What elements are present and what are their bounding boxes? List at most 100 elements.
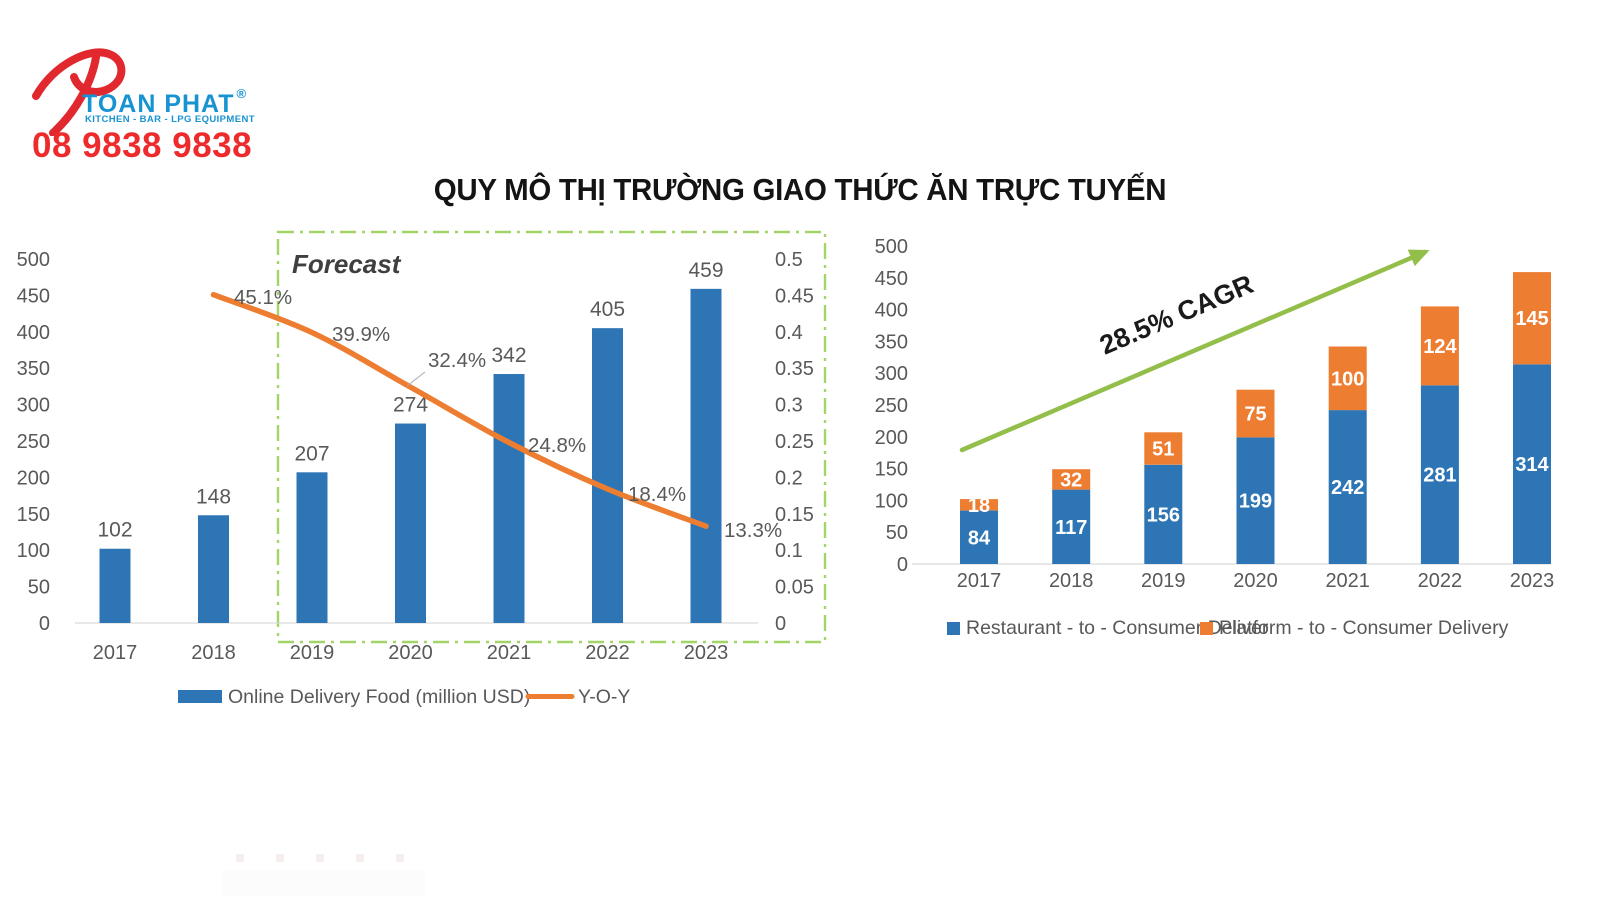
bar-platform-2019 [1144,432,1183,465]
forecast-label: Forecast [292,249,402,279]
x-axis-tick: 2021 [1325,570,1370,592]
yoy-point-label: 32.4% [428,349,486,372]
bar-2018 [198,515,229,623]
x-axis-tick: 2019 [1141,570,1186,592]
right-axis-tick: 0.35 [775,358,814,380]
legend-label-restaurant: Restaurant - to - Consumer Deliver [966,617,1269,639]
restaurant-value-label: 156 [1147,504,1180,526]
bar-value-label: 274 [393,394,428,417]
legend-swatch-platform [1200,622,1213,635]
platform-value-label: 100 [1331,368,1364,390]
bar-platform-2018 [1052,469,1091,490]
left-axis-tick: 0 [39,613,50,635]
bar-value-label: 405 [590,298,625,321]
bar-platform-2017 [960,499,998,511]
y-axis-tick: 250 [875,395,908,417]
x-axis-tick: 2023 [684,642,729,664]
bar-value-label: 148 [196,485,231,508]
brand-name: TOAN PHAT [82,90,235,118]
watermark-dots [236,854,404,862]
right-axis-tick: 0 [775,613,786,635]
y-axis-tick: 100 [875,490,908,512]
y-axis-tick: 50 [886,522,908,544]
bar-value-label: 459 [688,259,723,282]
page-title: QUY MÔ THỊ TRƯỜNG GIAO THỨC ĂN TRỰC TUYẾ… [433,172,1167,207]
platform-value-label: 145 [1515,308,1548,330]
platform-value-label: 124 [1423,336,1457,358]
yoy-point-label: 39.9% [332,323,390,346]
right-axis-tick: 0.5 [775,249,803,271]
cagr-arrow [959,249,1430,453]
yoy-point-label: 45.1% [234,286,292,309]
x-axis-tick: 2022 [585,642,630,664]
bar-2022 [592,328,623,623]
chart-online-delivery-food: Forecast 0 50 100 150 200 250 300 350 400 450 500 0 0… [17,230,827,708]
x-axis-tick: 2021 [487,642,532,664]
watermark-bar [222,870,425,896]
bar-platform-2021 [1328,346,1367,411]
bar-platform-2020 [1236,389,1275,438]
x-axis-tick: 2017 [93,642,138,664]
left-axis-tick: 100 [17,540,50,562]
bar-platform-2022 [1420,306,1459,386]
right-axis-tick: 0.25 [775,431,814,453]
restaurant-value-label: 199 [1239,491,1272,513]
bar-restaurant-2022 [1420,385,1459,564]
restaurant-value-label: 314 [1515,454,1549,476]
bar-2020 [395,423,426,623]
bar-restaurant-2020 [1236,437,1275,564]
bar-restaurant-2023 [1513,364,1551,564]
x-axis-tick: 2020 [388,642,433,664]
x-axis-tick: 2018 [1049,570,1094,592]
bar-2021 [493,374,525,623]
brand-tagline: KITCHEN - BAR - LPG EQUIPMENT [85,114,255,125]
cagr-label: 28.5% CAGR [1095,269,1257,361]
y-axis-tick: 0 [897,554,908,576]
bar-value-label: 342 [491,344,526,367]
y-axis-tick: 400 [875,300,908,322]
right-axis-tick: 0.45 [775,285,814,307]
toanphat-logo: TOAN PHAT ® KITCHEN - BAR - LPG EQUIPMENT… [30,42,280,172]
right-axis-tick: 0.15 [775,504,814,526]
bar-2019 [296,472,328,623]
phone-number: 08 9838 9838 [32,126,253,165]
restaurant-value-label: 242 [1331,477,1364,499]
yoy-point-label: 13.3% [724,519,782,542]
bar-value-label: 102 [97,519,132,542]
restaurant-value-label: 117 [1055,517,1087,539]
registered-mark-icon: ® [236,86,247,101]
yoy-point-label: 18.4% [628,483,686,506]
bar-platform-2023 [1513,272,1551,365]
chart-delivery-model-split: 0 50 100 150 200 250 300 350 400 450 500 84 18 2017 11… [875,236,1555,639]
legend-swatch-restaurant [947,622,960,635]
platform-value-label: 32 [1060,469,1082,491]
legend-swatch-bar [178,690,222,703]
right-axis-tick: 0.05 [775,577,814,599]
bar-value-label: 207 [294,442,329,465]
y-axis-tick: 150 [875,459,908,481]
platform-value-label: 75 [1244,404,1266,426]
y-axis-tick: 300 [875,363,908,385]
bar-2023 [690,288,722,623]
bar-restaurant-2018 [1052,489,1091,564]
x-axis-tick: 2023 [1510,570,1555,592]
yoy-line [210,291,709,529]
right-axis-tick: 0.4 [775,322,803,344]
x-axis-tick: 2018 [191,642,236,664]
left-axis-tick: 400 [17,322,50,344]
bar-restaurant-2019 [1144,464,1183,564]
platform-value-label: 18 [968,495,990,517]
bar-2017 [99,548,131,623]
left-axis-tick: 450 [17,285,50,307]
legend-label-bar: Online Delivery Food (million USD) [228,686,530,708]
brand-row: TOAN PHAT ® [82,86,246,119]
y-axis-tick: 200 [875,427,908,449]
legend-label-platform: Platform - to - Consumer Delivery [1219,617,1509,639]
forecast-box [276,230,827,644]
left-axis-tick: 250 [17,431,50,453]
bar-restaurant-2021 [1328,410,1367,564]
legend-label-line: Y-O-Y [578,686,630,708]
left-axis-tick: 50 [28,577,50,599]
x-axis-tick: 2020 [1233,570,1278,592]
restaurant-value-label: 281 [1423,465,1456,487]
